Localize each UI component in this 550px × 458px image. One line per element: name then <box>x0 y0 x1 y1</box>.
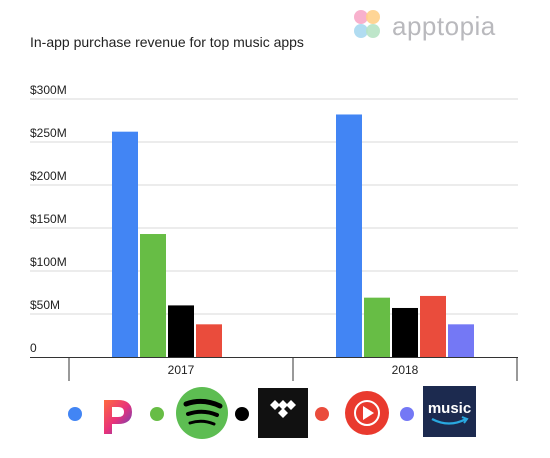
legend-dot-pandora <box>68 407 82 421</box>
apptopia-wordmark: apptopia <box>392 11 496 41</box>
bar-tidal-2017 <box>168 305 194 357</box>
x-axis: 2017 2018 <box>30 357 518 381</box>
bar-spotify-2018 <box>364 297 390 357</box>
legend-dot-amazon-music <box>400 407 414 421</box>
youtube-music-icon <box>345 391 389 435</box>
legend-dot-spotify <box>150 407 164 421</box>
bar-youtube-music-2018 <box>420 295 446 357</box>
apptopia-logo-icon <box>354 10 380 38</box>
legend-dot-youtube-music <box>315 407 329 421</box>
bar-pandora-2017 <box>112 131 138 357</box>
y-tick-label: $300M <box>30 83 67 97</box>
x-category-label: 2017 <box>168 363 195 377</box>
y-axis-ticks: 0 $50M $100M $150M $200M $250M $300M <box>30 83 67 355</box>
bar-spotify-2017 <box>140 234 166 357</box>
amazon-music-icon: music <box>423 386 476 437</box>
y-tick-label: $250M <box>30 126 67 140</box>
legend-dot-tidal <box>235 407 249 421</box>
y-tick-label: 0 <box>30 341 37 355</box>
spotify-icon <box>176 387 228 439</box>
bars <box>112 114 474 357</box>
y-tick-label: $150M <box>30 212 67 226</box>
bar-amazon-music-2018 <box>448 324 474 357</box>
y-tick-label: $100M <box>30 255 67 269</box>
bar-youtube-music-2017 <box>196 324 222 357</box>
amazon-music-icon-label: music <box>428 400 471 417</box>
bar-pandora-2018 <box>336 114 362 357</box>
y-tick-label: $200M <box>30 169 67 183</box>
legend: music <box>68 386 476 439</box>
pandora-icon <box>104 400 132 434</box>
chart-title: In-app purchase revenue for top music ap… <box>30 34 304 50</box>
apptopia-logo: apptopia <box>354 10 496 41</box>
bar-tidal-2018 <box>392 307 418 357</box>
x-category-label: 2018 <box>392 363 419 377</box>
tidal-icon <box>258 388 308 438</box>
y-tick-label: $50M <box>30 298 60 312</box>
grid <box>30 98 518 315</box>
